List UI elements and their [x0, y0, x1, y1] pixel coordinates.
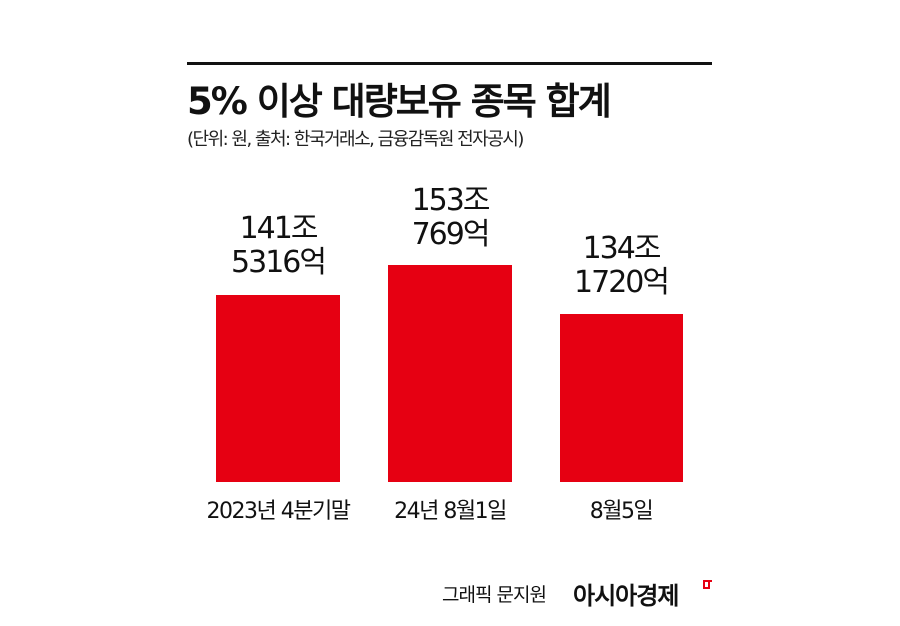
value-line-1: 141조 — [239, 211, 319, 246]
value-line-1: 153조 — [411, 183, 491, 218]
category-label: 2023년 4분기말 — [206, 499, 351, 524]
value-line-2: 1720억 — [574, 265, 670, 300]
graphic-credit: 그래픽 문지원 — [442, 584, 547, 606]
bar-2023-q4 — [216, 295, 340, 482]
category-label: 8월5일 — [589, 499, 654, 524]
chart-title: 5% 이상 대량보유 종목 합계 — [187, 80, 612, 123]
brand-mark-icon — [703, 580, 712, 589]
title-rule — [187, 62, 712, 65]
chart-subtitle: (단위: 원, 출처: 한국거래소, 금융감독원 전자공시) — [187, 129, 524, 150]
bar-value-label: 141조 5316억 — [188, 212, 368, 280]
category-label: 24년 8월1일 — [394, 499, 507, 524]
value-line-2: 5316억 — [231, 245, 327, 280]
bar-2024-08-01 — [388, 265, 512, 482]
value-line-2: 769억 — [411, 217, 491, 252]
bar-2024-08-05 — [560, 314, 683, 482]
value-line-1: 134조 — [582, 231, 662, 266]
bar-value-label: 153조 769억 — [360, 184, 540, 252]
brand-logo: 아시아경제 — [573, 582, 679, 610]
bar-value-label: 134조 1720억 — [531, 232, 711, 300]
